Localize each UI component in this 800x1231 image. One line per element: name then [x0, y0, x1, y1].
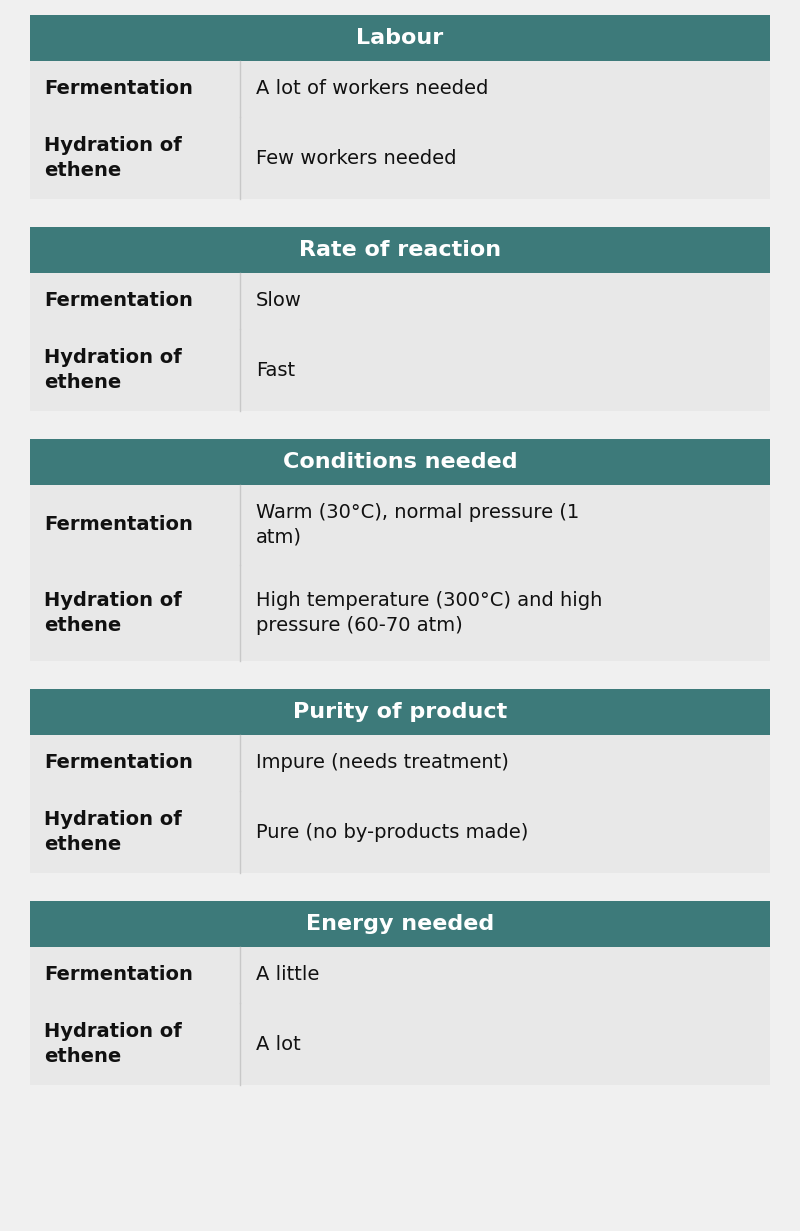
- Bar: [30, 792, 770, 873]
- Text: Rate of reaction: Rate of reaction: [299, 240, 501, 260]
- Bar: [30, 439, 770, 485]
- Text: Energy needed: Energy needed: [306, 913, 494, 934]
- Text: A lot of workers needed: A lot of workers needed: [256, 80, 488, 98]
- Text: Few workers needed: Few workers needed: [256, 149, 457, 167]
- Bar: [30, 1003, 770, 1085]
- Bar: [30, 565, 770, 661]
- Bar: [30, 735, 770, 792]
- Text: Purity of product: Purity of product: [293, 702, 507, 723]
- Text: Hydration of
ethene: Hydration of ethene: [44, 810, 182, 853]
- Text: Hydration of
ethene: Hydration of ethene: [44, 591, 182, 635]
- Text: Slow: Slow: [256, 292, 302, 310]
- Bar: [30, 689, 770, 735]
- Text: Impure (needs treatment): Impure (needs treatment): [256, 753, 509, 773]
- Text: Fermentation: Fermentation: [44, 516, 193, 534]
- Text: Fermentation: Fermentation: [44, 965, 193, 985]
- Bar: [30, 947, 770, 1003]
- Text: Warm (30°C), normal pressure (1
atm): Warm (30°C), normal pressure (1 atm): [256, 503, 579, 547]
- Bar: [30, 485, 770, 565]
- Bar: [30, 227, 770, 273]
- Text: Labour: Labour: [356, 28, 444, 48]
- Bar: [30, 15, 770, 62]
- Text: High temperature (300°C) and high
pressure (60-70 atm): High temperature (300°C) and high pressu…: [256, 591, 602, 635]
- Bar: [30, 901, 770, 947]
- Text: Fermentation: Fermentation: [44, 753, 193, 773]
- Text: Conditions needed: Conditions needed: [282, 452, 518, 471]
- Text: Hydration of
ethene: Hydration of ethene: [44, 1023, 182, 1066]
- Text: Pure (no by-products made): Pure (no by-products made): [256, 822, 528, 842]
- Text: Hydration of
ethene: Hydration of ethene: [44, 348, 182, 391]
- Bar: [30, 329, 770, 411]
- Text: Fermentation: Fermentation: [44, 292, 193, 310]
- Text: A lot: A lot: [256, 1034, 301, 1054]
- Bar: [30, 117, 770, 199]
- Bar: [30, 273, 770, 329]
- Text: Fast: Fast: [256, 361, 295, 379]
- Text: Hydration of
ethene: Hydration of ethene: [44, 137, 182, 180]
- Text: Fermentation: Fermentation: [44, 80, 193, 98]
- Text: A little: A little: [256, 965, 319, 985]
- Bar: [30, 62, 770, 117]
